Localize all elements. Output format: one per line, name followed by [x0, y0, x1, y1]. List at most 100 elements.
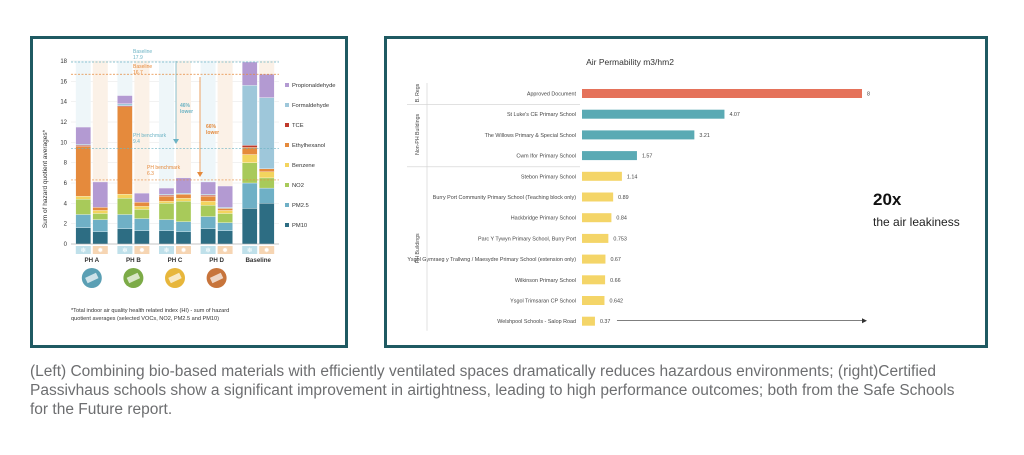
left-chart-panel: 0 2 4 6 8 10 12 14 16 18 Baseline 17.9 Baseline 1… [30, 36, 348, 348]
bar-segment-ethylhexanol [175, 194, 192, 199]
sun-glyph: ✹ [97, 247, 103, 255]
bar-segment-pm2-5 [259, 187, 275, 204]
bar-segment-propionaldehyde [175, 177, 192, 194]
bar [582, 316, 595, 326]
bar-value-label: 1.57 [642, 154, 653, 160]
bar-segment-pm2-5 [158, 219, 175, 231]
bar-segment-formaldehyde [242, 85, 258, 146]
bar-segment-benzene [117, 194, 133, 199]
bar-segment-propionaldehyde [200, 181, 216, 195]
legend-swatch [285, 223, 289, 227]
bar-segment-pm10 [175, 231, 192, 245]
right-chart-panel: Air Permability m3/hm2 Approved Document… [384, 36, 988, 348]
bar-segment-no2 [134, 209, 150, 219]
baseline-label-b: Baseline [133, 64, 152, 70]
bar-segment-pm10 [134, 230, 150, 245]
sun-icon [176, 246, 191, 254]
bar [582, 171, 622, 181]
ph-benchmark-label-a: PH benchmark [133, 133, 167, 139]
ph-benchmark-label-b: PH benchmark [147, 165, 181, 171]
bar-segment-propionaldehyde [92, 181, 108, 208]
bar-segment-ethylhexanol [117, 106, 133, 195]
bar-segment-formaldehyde [117, 103, 133, 106]
legend-label: Benzene [292, 163, 315, 169]
legend-swatch [285, 163, 289, 167]
bar-value-label: 4.07 [729, 112, 740, 118]
air-permeability-chart: Air Permability m3/hm2 Approved Document… [407, 57, 960, 331]
snowflake-glyph: ❄ [247, 247, 253, 255]
bar-segment-ethylhexanol [75, 146, 91, 197]
bar-segment-pm10 [217, 230, 233, 245]
bar-segment-no2 [200, 205, 216, 217]
bar [582, 192, 614, 202]
bar-value-label: 0.66 [610, 278, 621, 284]
bar-segment-no2 [158, 203, 175, 220]
bar-segment-formaldehyde [158, 194, 175, 196]
bar-segment-pm2-5 [200, 216, 216, 229]
legend-label: TCE [292, 123, 304, 129]
snowflake-icon [75, 246, 91, 254]
group-label: PH B [126, 257, 141, 264]
sun-glyph: ✹ [181, 247, 187, 255]
bar-segment-benzene [134, 206, 150, 210]
legend-label: PM2.5 [292, 203, 309, 209]
baseline-label-a: Baseline [133, 49, 152, 55]
bar-segment-propionaldehyde [259, 74, 275, 98]
material-icon-shape [126, 272, 141, 284]
bar-value-label: 0.753 [613, 236, 627, 242]
bar-segment-formaldehyde [259, 97, 275, 169]
bar-segment-propionaldehyde [134, 193, 150, 203]
bar-segment-no2 [117, 198, 133, 215]
pct-b-value: 66% [206, 124, 217, 130]
bar-segment-tce [158, 195, 175, 197]
bar [582, 130, 695, 140]
y-tick-label: 16 [60, 79, 67, 85]
sun-icon [217, 246, 233, 254]
bar-category-label: Burry Port Community Primary School (Tea… [433, 195, 576, 201]
bar-segment-benzene [217, 210, 233, 214]
sun-glyph: ✹ [139, 247, 145, 255]
bar-segment-pm2-5 [75, 214, 91, 228]
y-tick-label: 12 [60, 120, 67, 126]
y-axis-label: Sum of hazard quotient averages* [42, 129, 49, 228]
bar-value-label: 0.67 [610, 257, 621, 263]
bar-segment-pm2-5 [242, 182, 258, 209]
bar-segment-tce [242, 145, 258, 148]
y-tick-label: 14 [60, 100, 67, 106]
legend-swatch [285, 123, 289, 127]
bar-segment-benzene [175, 198, 192, 202]
legend-label: Ethylhexanol [292, 143, 325, 149]
bar [582, 151, 637, 161]
material-icon-shape [85, 272, 99, 284]
arrow-b-head [197, 172, 203, 177]
bar-segment-pm10 [259, 203, 275, 245]
sun-icon [92, 246, 108, 254]
sun-glyph: ✹ [222, 247, 228, 255]
bar-value-label: 0.89 [618, 195, 629, 201]
material-icon-shape [209, 272, 224, 284]
y-tick-label: 18 [60, 59, 67, 65]
bar-segment-ethylhexanol [92, 207, 108, 211]
bar-value-label: 0.37 [600, 319, 611, 325]
bar [582, 296, 605, 305]
sun-icon [134, 246, 150, 254]
bar-segment-propionaldehyde [75, 126, 91, 145]
bar-segment-benzene [158, 201, 175, 204]
group-label: PH Buildings [415, 233, 421, 263]
y-tick-label: 4 [64, 201, 68, 207]
bar [582, 254, 606, 264]
bar-value-label: 0.84 [616, 216, 627, 222]
legend-label: PM10 [292, 223, 307, 229]
sun-glyph: ✹ [264, 247, 270, 255]
bar-segment-no2 [217, 213, 233, 223]
bar-segment-ethylhexanol [134, 202, 150, 207]
bar-category-label: The Willows Primary & Special School [485, 133, 576, 139]
bar [582, 109, 725, 119]
bar-segment-formaldehyde [175, 193, 192, 195]
footnote-line-2: quotient averages (selected VOCs, NO2, P… [71, 316, 219, 322]
snowflake-glyph: ❄ [205, 247, 211, 255]
snowflake-icon [117, 246, 133, 254]
bar-category-label: Parc Y Tywyn Primary School, Burry Port [478, 236, 576, 242]
callout-text: the air leakiness [873, 215, 960, 229]
snowflake-icon [159, 246, 174, 254]
